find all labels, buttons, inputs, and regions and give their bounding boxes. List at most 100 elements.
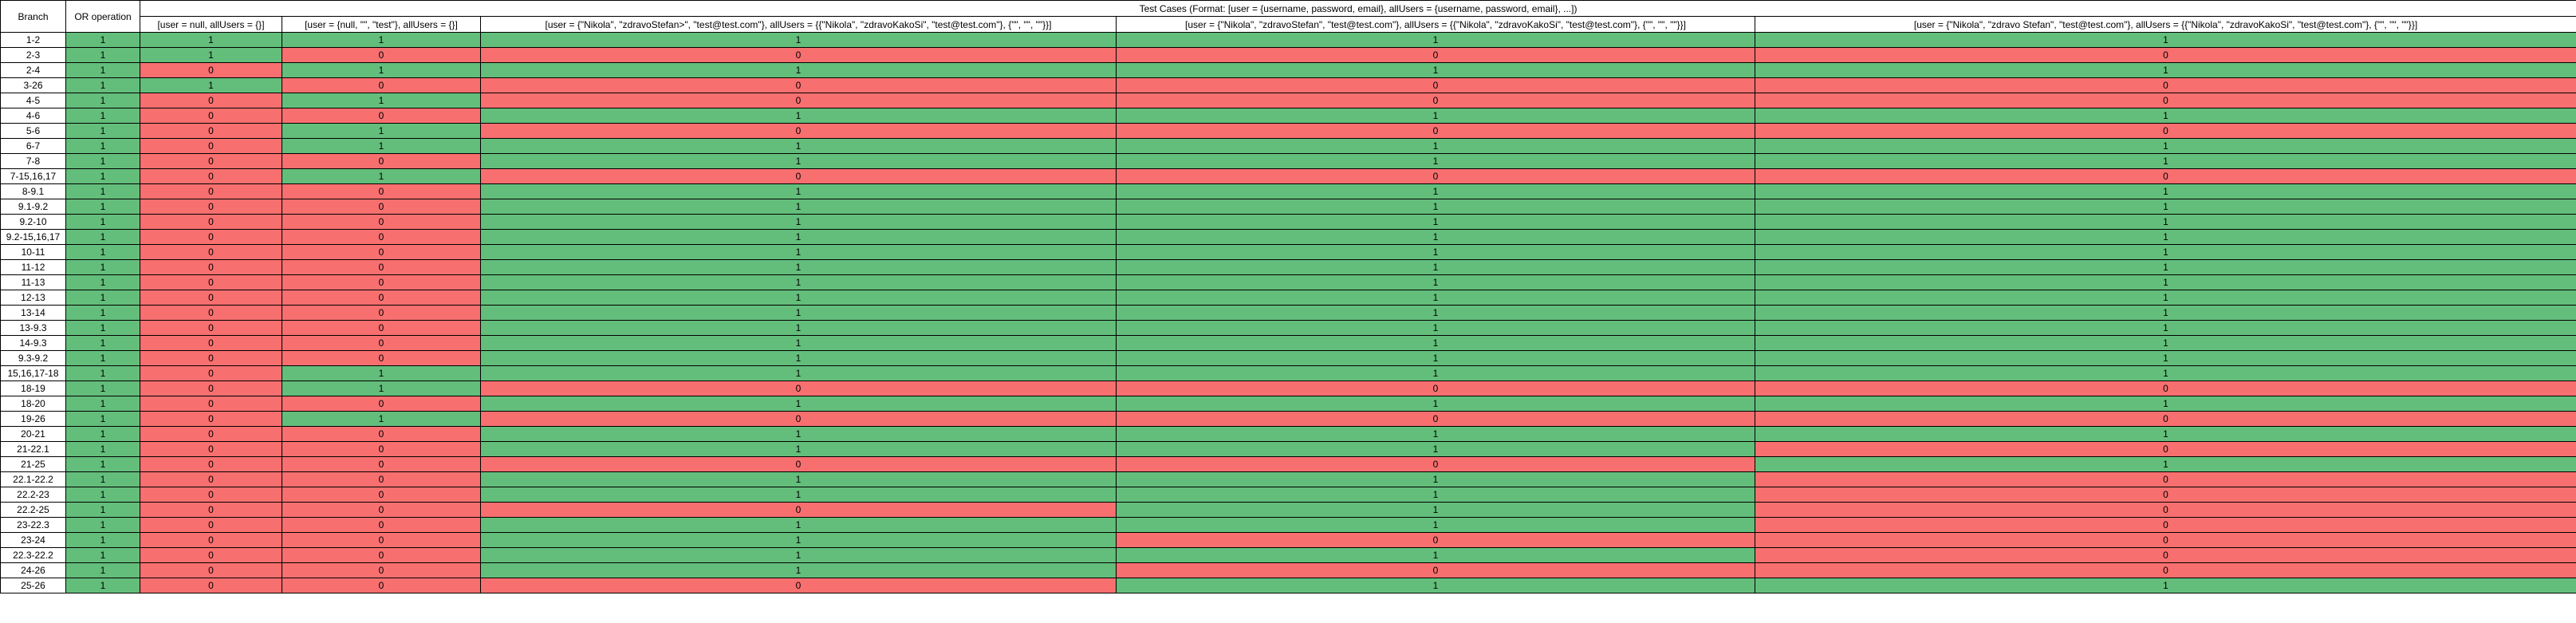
or-operation-cell[interactable]: 1 [65,229,140,245]
test-case-5-cell[interactable]: 1 [1754,183,2576,199]
test-case-2-cell[interactable]: 0 [282,562,481,578]
test-case-2-cell[interactable]: 0 [282,244,481,260]
test-case-4-cell[interactable]: 1 [1116,214,1755,230]
test-case-1-cell[interactable]: 0 [140,487,282,503]
test-case-2-cell[interactable]: 0 [282,578,481,593]
test-case-3-cell[interactable]: 1 [480,259,1117,275]
test-case-2-cell[interactable]: 0 [282,487,481,503]
or-operation-cell[interactable]: 1 [65,138,140,154]
test-case-2-cell[interactable]: 0 [282,532,481,548]
branch-cell[interactable]: 11-12 [0,259,66,275]
test-case-5-cell[interactable]: 1 [1754,290,2576,306]
test-case-1-cell[interactable]: 0 [140,320,282,336]
test-case-5-cell[interactable]: 1 [1754,350,2576,366]
test-case-5-cell[interactable]: 0 [1754,487,2576,503]
test-case-5-cell[interactable]: 1 [1754,138,2576,154]
test-case-4-cell[interactable]: 1 [1116,229,1755,245]
test-case-2-cell[interactable]: 0 [282,183,481,199]
test-case-3-cell[interactable]: 0 [480,502,1117,518]
branch-cell[interactable]: 9.3-9.2 [0,350,66,366]
test-case-3-cell[interactable]: 0 [480,47,1117,63]
test-case-3-cell[interactable]: 1 [480,138,1117,154]
test-case-1-cell[interactable]: 0 [140,456,282,472]
test-case-5-cell[interactable]: 1 [1754,153,2576,169]
test-case-2-cell[interactable]: 1 [282,381,481,396]
test-case-3-cell[interactable]: 1 [480,274,1117,290]
test-case-2-cell[interactable]: 0 [282,441,481,457]
or-operation-cell[interactable]: 1 [65,456,140,472]
test-case-2-cell[interactable]: 1 [282,411,481,427]
test-case-2-cell[interactable]: 0 [282,456,481,472]
test-case-4-cell[interactable]: 1 [1116,153,1755,169]
test-case-1-cell[interactable]: 0 [140,123,282,139]
or-operation-cell[interactable]: 1 [65,259,140,275]
or-operation-cell[interactable]: 1 [65,350,140,366]
or-operation-cell[interactable]: 1 [65,183,140,199]
test-case-4-cell[interactable]: 1 [1116,547,1755,563]
branch-cell[interactable]: 2-4 [0,62,66,78]
test-case-3-cell[interactable]: 1 [480,562,1117,578]
test-case-2-cell[interactable]: 0 [282,290,481,306]
branch-cell[interactable]: 20-21 [0,426,66,442]
branch-cell[interactable]: 25-26 [0,578,66,593]
or-operation-cell[interactable]: 1 [65,471,140,487]
test-case-2-cell[interactable]: 0 [282,471,481,487]
test-case-5-cell[interactable]: 1 [1754,62,2576,78]
branch-cell[interactable]: 1-2 [0,32,66,48]
test-case-4-cell[interactable]: 0 [1116,47,1755,63]
or-operation-cell[interactable]: 1 [65,62,140,78]
test-case-2-cell[interactable]: 1 [282,32,481,48]
test-case-3-cell[interactable]: 1 [480,244,1117,260]
or-operation-cell[interactable]: 1 [65,487,140,503]
test-case-1-cell[interactable]: 0 [140,274,282,290]
test-case-3-cell[interactable]: 1 [480,335,1117,351]
test-case-2-cell[interactable]: 0 [282,426,481,442]
test-case-5-cell[interactable]: 1 [1754,214,2576,230]
test-case-3-cell[interactable]: 0 [480,168,1117,184]
test-case-4-cell[interactable]: 0 [1116,456,1755,472]
test-case-4-cell[interactable]: 0 [1116,168,1755,184]
or-operation-cell[interactable]: 1 [65,578,140,593]
test-case-1-cell[interactable]: 0 [140,350,282,366]
test-case-4-cell[interactable]: 1 [1116,259,1755,275]
test-case-5-cell[interactable]: 0 [1754,562,2576,578]
test-case-3-cell[interactable]: 0 [480,123,1117,139]
test-case-5-cell[interactable]: 0 [1754,123,2576,139]
test-case-4-cell[interactable]: 0 [1116,562,1755,578]
test-case-5-cell[interactable]: 0 [1754,471,2576,487]
test-case-2-cell[interactable]: 0 [282,547,481,563]
test-case-1-cell[interactable]: 0 [140,517,282,533]
test-case-3-cell[interactable]: 1 [480,320,1117,336]
test-case-1-cell[interactable]: 1 [140,47,282,63]
test-case-4-cell[interactable]: 1 [1116,517,1755,533]
test-case-5-cell[interactable]: 0 [1754,502,2576,518]
or-operation-cell[interactable]: 1 [65,32,140,48]
test-case-5-cell[interactable]: 0 [1754,168,2576,184]
test-case-1-cell[interactable]: 0 [140,214,282,230]
test-case-4-cell[interactable]: 1 [1116,471,1755,487]
test-case-5-cell[interactable]: 0 [1754,93,2576,108]
branch-cell[interactable]: 5-6 [0,123,66,139]
test-case-1-cell[interactable]: 0 [140,305,282,321]
test-case-1-cell[interactable]: 0 [140,562,282,578]
test-case-4-cell[interactable]: 1 [1116,62,1755,78]
or-operation-cell[interactable]: 1 [65,108,140,124]
test-case-4-cell[interactable]: 1 [1116,350,1755,366]
test-case-5-cell[interactable]: 1 [1754,199,2576,215]
test-case-5-cell[interactable]: 1 [1754,396,2576,412]
branch-cell[interactable]: 22.2-23 [0,487,66,503]
or-operation-cell[interactable]: 1 [65,381,140,396]
test-case-5-cell[interactable]: 0 [1754,411,2576,427]
test-case-2-cell[interactable]: 0 [282,502,481,518]
test-case-3-cell[interactable]: 1 [480,32,1117,48]
test-case-2-cell[interactable]: 0 [282,517,481,533]
test-case-1-cell[interactable]: 0 [140,502,282,518]
test-case-1-cell[interactable]: 0 [140,199,282,215]
test-case-4-cell[interactable]: 1 [1116,183,1755,199]
test-case-3-cell[interactable]: 1 [480,532,1117,548]
test-case-4-cell[interactable]: 1 [1116,335,1755,351]
branch-cell[interactable]: 18-19 [0,381,66,396]
branch-cell[interactable]: 13-9.3 [0,320,66,336]
test-case-1-cell[interactable]: 0 [140,93,282,108]
test-case-4-cell[interactable]: 1 [1116,320,1755,336]
